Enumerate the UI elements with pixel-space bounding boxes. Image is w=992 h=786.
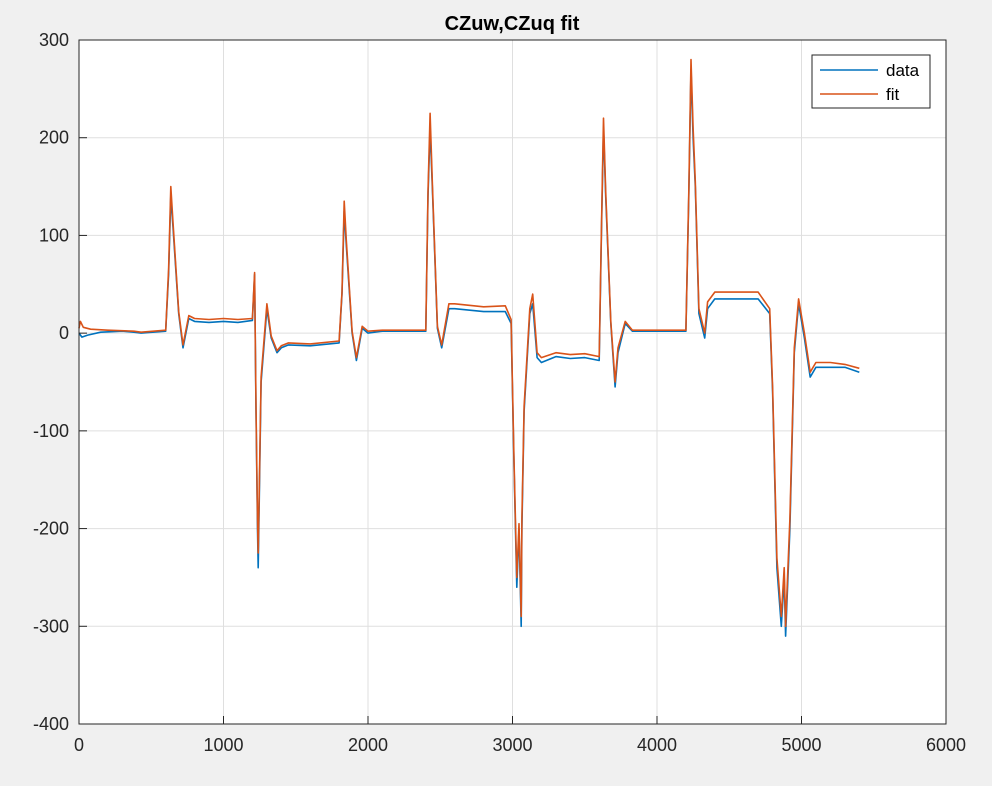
y-tick-label: -300 bbox=[33, 616, 69, 636]
chart-title: CZuw,CZuq fit bbox=[445, 13, 580, 35]
legend[interactable]: data fit bbox=[811, 54, 931, 109]
series-line-fit bbox=[78, 58, 860, 628]
x-tick-label: 4000 bbox=[637, 735, 677, 755]
series-layer bbox=[78, 58, 860, 637]
x-tick-label: 1000 bbox=[203, 735, 243, 755]
x-tick-label: 2000 bbox=[348, 735, 388, 755]
x-tick-label: 0 bbox=[74, 735, 84, 755]
legend-label-fit: fit bbox=[886, 85, 900, 104]
y-tick-label: -400 bbox=[33, 714, 69, 734]
legend-box bbox=[811, 54, 931, 109]
y-tick-label: 0 bbox=[59, 323, 69, 343]
x-tick-label: 6000 bbox=[926, 735, 966, 755]
y-tick-label: -200 bbox=[33, 519, 69, 539]
y-tick-label: -100 bbox=[33, 421, 69, 441]
axis-ticks: 0 1000 2000 3000 4000 5000 6000-400-300-200-10… bbox=[33, 30, 966, 755]
y-tick-label: 200 bbox=[39, 128, 69, 148]
series-line-data bbox=[78, 68, 860, 637]
x-tick-label: 5000 bbox=[781, 735, 821, 755]
legend-label-data: data bbox=[886, 61, 920, 80]
y-tick-label: 100 bbox=[39, 225, 69, 245]
x-tick-label: 3000 bbox=[492, 735, 532, 755]
y-tick-label: 300 bbox=[39, 30, 69, 50]
